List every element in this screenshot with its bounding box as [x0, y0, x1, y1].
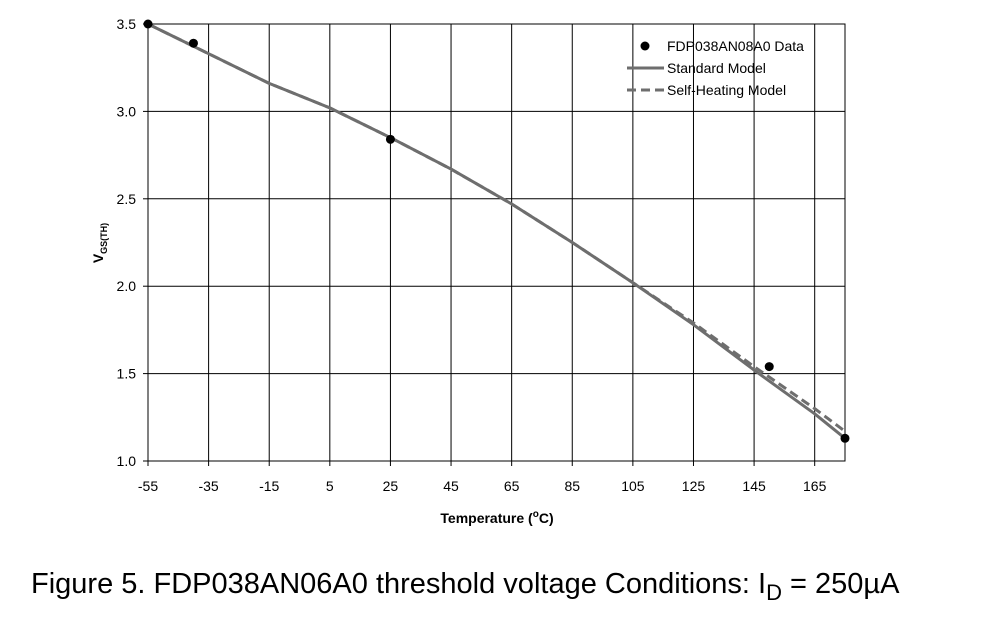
- y-axis-title-sub: GS(TH): [99, 223, 109, 254]
- legend-data-label: FDP038AN08A0 Data: [667, 38, 804, 54]
- data-point: [764, 362, 774, 372]
- chart-svg: -55 -35 -15 5 25 45 65 85 105 125 145 165 1.0 1.5 2.0…: [90, 16, 850, 526]
- x-axis-ticks: -55 -35 -15 5 25 45 65 85 105 125 145 165: [138, 461, 827, 494]
- x-axis-title-sup: o: [533, 509, 539, 520]
- y-axis-title: VGS(TH): [90, 223, 109, 263]
- x-axis-title-tail: C): [539, 510, 554, 526]
- x-tick-label: 125: [682, 478, 706, 494]
- x-tick-label: 25: [383, 478, 399, 494]
- data-points: [143, 19, 850, 443]
- x-axis-title-main: Temperature (: [440, 510, 533, 526]
- x-tick-label: 65: [504, 478, 520, 494]
- series-lines: [147, 22, 846, 440]
- legend-data-marker: [640, 41, 650, 51]
- y-tick-label: 2.5: [117, 191, 137, 207]
- threshold-voltage-chart: -55 -35 -15 5 25 45 65 85 105 125 145 165 1.0 1.5 2.0…: [90, 16, 850, 526]
- x-axis-title: Temperature (oC): [440, 509, 553, 526]
- x-tick-label: 165: [803, 478, 827, 494]
- x-tick-label: 145: [742, 478, 766, 494]
- x-tick-label: -15: [259, 478, 279, 494]
- y-tick-label: 3.0: [117, 103, 137, 119]
- data-point: [840, 433, 850, 443]
- caption-subscript: D: [766, 579, 782, 605]
- y-tick-label: 3.5: [117, 16, 137, 32]
- caption-tail: = 250µA: [781, 568, 900, 600]
- plot-frame: [147, 23, 846, 462]
- y-axis-title-main: V: [90, 253, 106, 263]
- x-tick-label: 5: [326, 478, 334, 494]
- caption-main: Figure 5. FDP038AN06A0 threshold voltage…: [31, 568, 767, 600]
- y-tick-label: 1.0: [117, 453, 137, 469]
- x-tick-label: 85: [564, 478, 580, 494]
- y-axis-ticks: 1.0 1.5 2.0 2.5 3.0 3.5: [117, 16, 148, 469]
- x-tick-label: 45: [443, 478, 459, 494]
- y-tick-label: 2.0: [117, 278, 137, 294]
- data-point: [385, 134, 395, 144]
- y-tick-label: 1.5: [117, 366, 137, 382]
- x-tick-label: 105: [621, 478, 645, 494]
- legend-selfheating-label: Self-Heating Model: [667, 82, 786, 98]
- x-tick-label: -55: [138, 478, 158, 494]
- legend: FDP038AN08A0 Data Standard Model Self-He…: [627, 38, 804, 98]
- x-tick-label: -35: [198, 478, 218, 494]
- self-heating-model-line: [147, 22, 846, 433]
- data-point: [143, 19, 153, 29]
- legend-standard-label: Standard Model: [667, 60, 766, 76]
- data-point: [188, 38, 198, 48]
- figure-caption: Figure 5. FDP038AN06A0 threshold voltage…: [31, 568, 899, 606]
